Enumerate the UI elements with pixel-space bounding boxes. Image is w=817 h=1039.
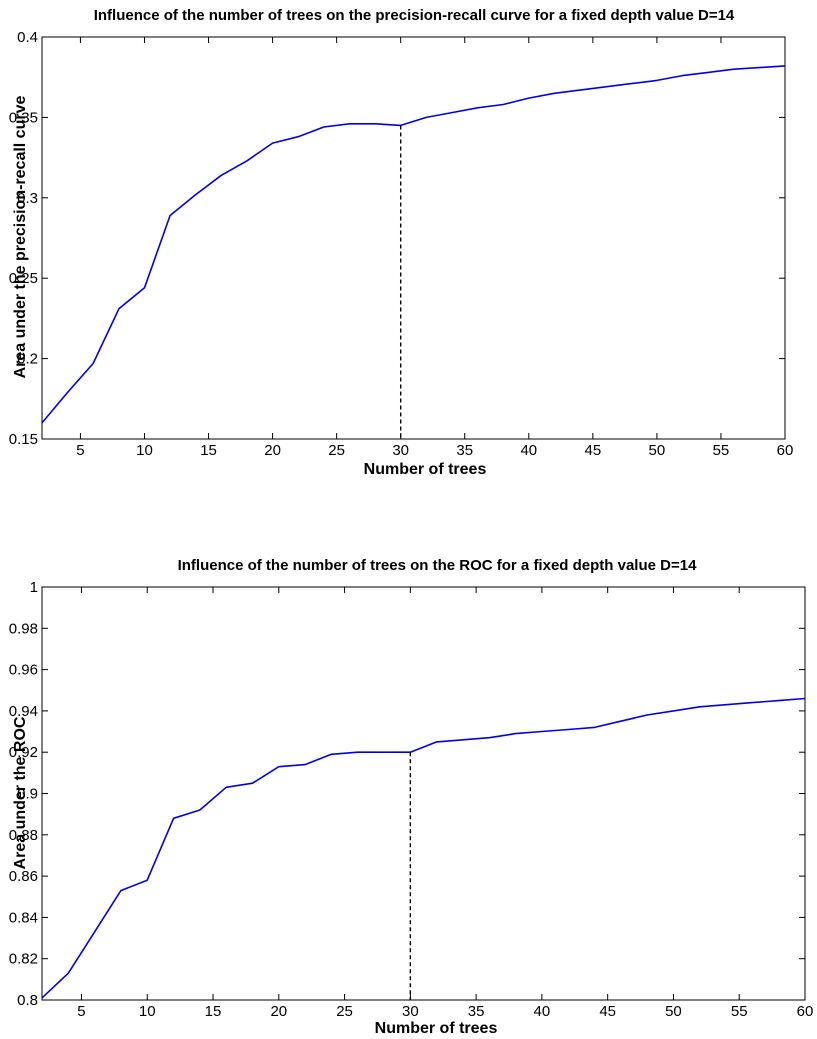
plot-frame [41, 586, 806, 1001]
y-tick-label: 0.86 [9, 868, 38, 885]
y-tick-label: 0.15 [9, 431, 38, 448]
y-tick-label: 0.84 [9, 909, 38, 926]
y-tick-label: 0.82 [9, 951, 38, 968]
x-tick-label: 40 [534, 1003, 551, 1020]
x-tick-label: 55 [731, 1003, 748, 1020]
x-tick-label: 15 [200, 442, 217, 459]
y-axis-label: Area under the ROC [12, 716, 29, 869]
x-tick-label: 30 [402, 1003, 419, 1020]
x-tick-label: 30 [392, 442, 409, 459]
x-tick-label: 55 [713, 442, 730, 459]
y-tick-label: 0.88 [9, 827, 38, 844]
y-tick-label: 0.25 [9, 270, 38, 287]
y-tick-label: 0.92 [9, 744, 38, 761]
y-tick-label: 0.35 [9, 109, 38, 126]
y-tick-label: 0.9 [17, 786, 38, 803]
x-tick-label: 60 [797, 1003, 814, 1020]
y-tick-label: 0.94 [9, 703, 38, 720]
chart-title: Influence of the number of trees on the … [178, 557, 697, 574]
y-tick-label: 0.3 [17, 190, 38, 207]
chart-title: Influence of the number of trees on the … [94, 7, 735, 24]
y-tick-label: 0.98 [9, 620, 38, 637]
y-axis-label: Area under the precision-recall curve [12, 96, 29, 379]
y-tick-label: 0.8 [17, 992, 38, 1009]
x-tick-label: 20 [264, 442, 281, 459]
x-axis-label: Number of trees [364, 461, 487, 478]
x-tick-label: 15 [205, 1003, 222, 1020]
x-tick-label: 45 [599, 1003, 616, 1020]
x-tick-label: 5 [77, 1003, 85, 1020]
y-tick-label: 1 [30, 579, 38, 596]
x-tick-label: 50 [665, 1003, 682, 1020]
y-tick-label: 0.96 [9, 662, 38, 679]
x-tick-label: 50 [649, 442, 666, 459]
roc-panel: Influence of the number of trees on the … [9, 557, 814, 1037]
x-tick-label: 40 [520, 442, 537, 459]
x-axis-label: Number of trees [375, 1020, 498, 1037]
x-tick-label: 25 [328, 442, 345, 459]
x-tick-label: 45 [585, 442, 602, 459]
precision-recall-panel: Influence of the number of trees on the … [9, 7, 794, 478]
y-tick-label: 0.4 [17, 29, 38, 46]
x-tick-label: 10 [139, 1003, 156, 1020]
x-tick-label: 35 [456, 442, 473, 459]
x-tick-label: 10 [136, 442, 153, 459]
series-line [41, 697, 806, 999]
series-line [41, 65, 786, 424]
y-tick-label: 0.2 [17, 351, 38, 368]
x-tick-label: 25 [336, 1003, 353, 1020]
x-tick-label: 20 [270, 1003, 287, 1020]
x-tick-label: 35 [468, 1003, 485, 1020]
plot-frame [41, 36, 786, 440]
x-tick-label: 5 [76, 442, 84, 459]
x-tick-label: 60 [777, 442, 794, 459]
